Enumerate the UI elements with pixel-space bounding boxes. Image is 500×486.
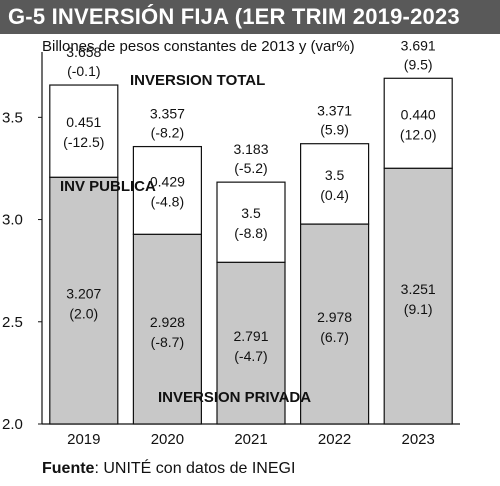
bar-privada [383, 167, 453, 425]
chart-subtitle: Billones de pesos constantes de 2013 y (… [42, 38, 355, 55]
label-publica-var: (-8.8) [234, 225, 267, 241]
label-publica-var: (-4.8) [151, 193, 184, 209]
label-publica-value: 0.429 [150, 173, 185, 189]
label-total-value: 3.658 [66, 44, 101, 60]
annotation-publica: INV PUBLICA [60, 178, 156, 195]
chart-title: G-5 INVERSIÓN FIJA (1ER TRIM 2019-2023 [8, 4, 460, 29]
y-tick-label: 2.0 [2, 416, 23, 433]
x-tick-label: 2021 [234, 431, 267, 448]
label-privada-var: (-8.7) [151, 334, 184, 350]
label-total-var: (-8.2) [151, 125, 184, 141]
label-publica-var: (-12.5) [63, 134, 104, 150]
label-total-var: (-5.2) [234, 160, 267, 176]
label-privada-var: (2.0) [69, 306, 98, 322]
label-publica-value: 3.5 [241, 205, 261, 221]
y-tick-label: 3.0 [2, 212, 23, 229]
annotation-total: INVERSION TOTAL [130, 72, 265, 89]
bars [49, 77, 453, 425]
source-text: : UNITÉ con datos de INEGI [94, 460, 296, 477]
x-tick-label: 2022 [318, 431, 351, 448]
y-tick-label: 2.5 [2, 314, 23, 331]
bar-publica [383, 77, 453, 169]
label-total-value: 3.357 [150, 106, 185, 122]
bar-privada [132, 233, 202, 425]
label-privada-value: 2.928 [150, 314, 185, 330]
label-privada-value: 2.978 [317, 309, 352, 325]
bar-privada [300, 223, 370, 425]
label-privada-var: (-4.7) [234, 348, 267, 364]
label-privada-value: 3.207 [66, 286, 101, 302]
label-publica-var: (0.4) [320, 187, 349, 203]
bar-publica [49, 84, 119, 178]
annotations: INVERSION TOTAL INV PUBLICA INVERSION PR… [60, 72, 311, 406]
bar-publica [300, 143, 370, 225]
bar-privada [49, 176, 119, 425]
label-total-value: 3.691 [401, 37, 436, 53]
bar-privada [216, 261, 286, 425]
label-privada-value: 3.251 [401, 281, 436, 297]
label-privada-var: (6.7) [320, 329, 349, 345]
annotation-privada: INVERSION PRIVADA [158, 389, 311, 406]
source-note: Fuente: UNITÉ con datos de INEGI [42, 460, 295, 478]
x-tick-label: 2020 [151, 431, 184, 448]
label-publica-value: 0.440 [401, 106, 436, 122]
label-publica-value: 0.451 [66, 114, 101, 130]
bar-publica [132, 145, 202, 235]
label-publica-var: (12.0) [400, 126, 437, 142]
bar-publica [216, 181, 286, 263]
y-tick-label: 3.5 [2, 109, 23, 126]
value-labels: 2019 3.207 (2.0) 0.451 (-12.5) 3.658 (-0.1) 202… [63, 37, 436, 448]
label-privada-var: (9.1) [404, 301, 433, 317]
x-tick-label: 2019 [67, 431, 100, 448]
label-publica-value: 3.5 [325, 167, 345, 183]
label-total-value: 3.183 [233, 141, 268, 157]
label-total-var: (9.5) [404, 56, 433, 72]
label-total-value: 3.371 [317, 103, 352, 119]
label-privada-value: 2.791 [233, 328, 268, 344]
x-tick-label: 2023 [402, 431, 435, 448]
source-label: Fuente [42, 460, 95, 477]
label-total-var: (-0.1) [67, 63, 100, 79]
label-total-var: (5.9) [320, 122, 349, 138]
title-bar: G-5 INVERSIÓN FIJA (1ER TRIM 2019-2023 [0, 0, 500, 34]
